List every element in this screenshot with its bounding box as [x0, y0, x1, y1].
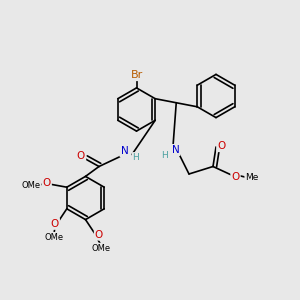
Text: O: O [231, 172, 240, 182]
Text: O: O [51, 219, 59, 229]
Text: Me: Me [245, 173, 259, 182]
Text: O: O [217, 141, 226, 151]
Text: N: N [121, 146, 128, 157]
Text: O: O [95, 230, 103, 240]
Text: H: H [133, 153, 139, 162]
Text: H: H [161, 152, 167, 160]
Text: OMe: OMe [44, 233, 64, 242]
Text: O: O [77, 151, 85, 161]
Text: O: O [43, 178, 51, 188]
Text: OMe: OMe [92, 244, 111, 253]
Text: Br: Br [130, 70, 142, 80]
Text: OMe: OMe [21, 181, 40, 190]
Text: N: N [172, 145, 179, 155]
